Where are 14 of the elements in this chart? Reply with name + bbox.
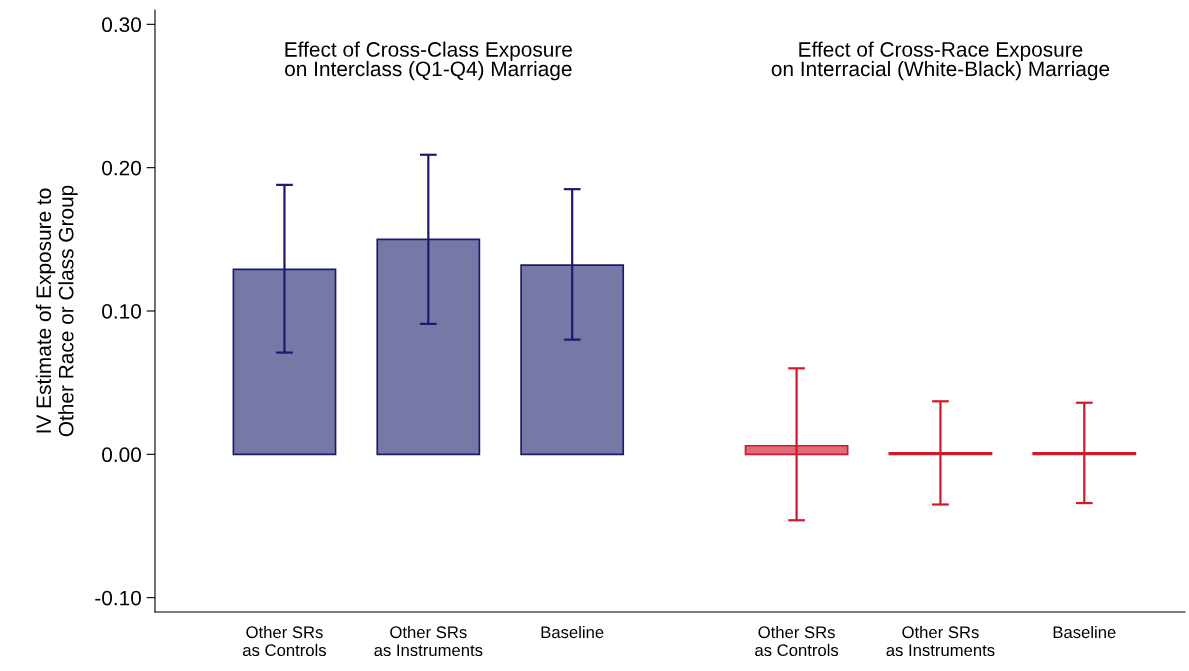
x-tick-label: Baseline (541, 625, 604, 639)
x-tick-label: Other SRs as Instruments (886, 625, 995, 657)
annotation: Effect of Cross-Race Exposure on Interracial (White-Black) Marriage (771, 41, 1110, 81)
x-tick-label: Other SRs as Controls (755, 625, 839, 657)
y-tick-label: 0.10 (102, 304, 141, 319)
x-tick-label: Other SRs as Instruments (374, 625, 483, 657)
y-tick-label: 0.20 (102, 160, 141, 176)
x-tick-label: Baseline (1053, 625, 1116, 639)
y-axis-title: IV Estimate of Exposure to Other Race or Class Group (35, 185, 78, 437)
annotation: Effect of Cross-Class Exposure on Interclass (Q1-Q4) Marriage (285, 41, 572, 81)
y-tick-label: -0.10 (95, 590, 141, 606)
y-tick-label: 0.30 (102, 17, 141, 33)
y-tick-label: 0.00 (102, 447, 141, 463)
x-tick-label: Other SRs as Controls (243, 625, 327, 657)
